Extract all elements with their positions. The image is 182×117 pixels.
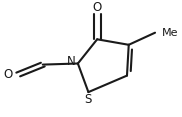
Text: O: O — [92, 1, 102, 14]
Text: O: O — [3, 68, 12, 81]
Text: Me: Me — [162, 28, 179, 38]
Text: N: N — [66, 55, 75, 68]
Text: S: S — [85, 93, 92, 106]
